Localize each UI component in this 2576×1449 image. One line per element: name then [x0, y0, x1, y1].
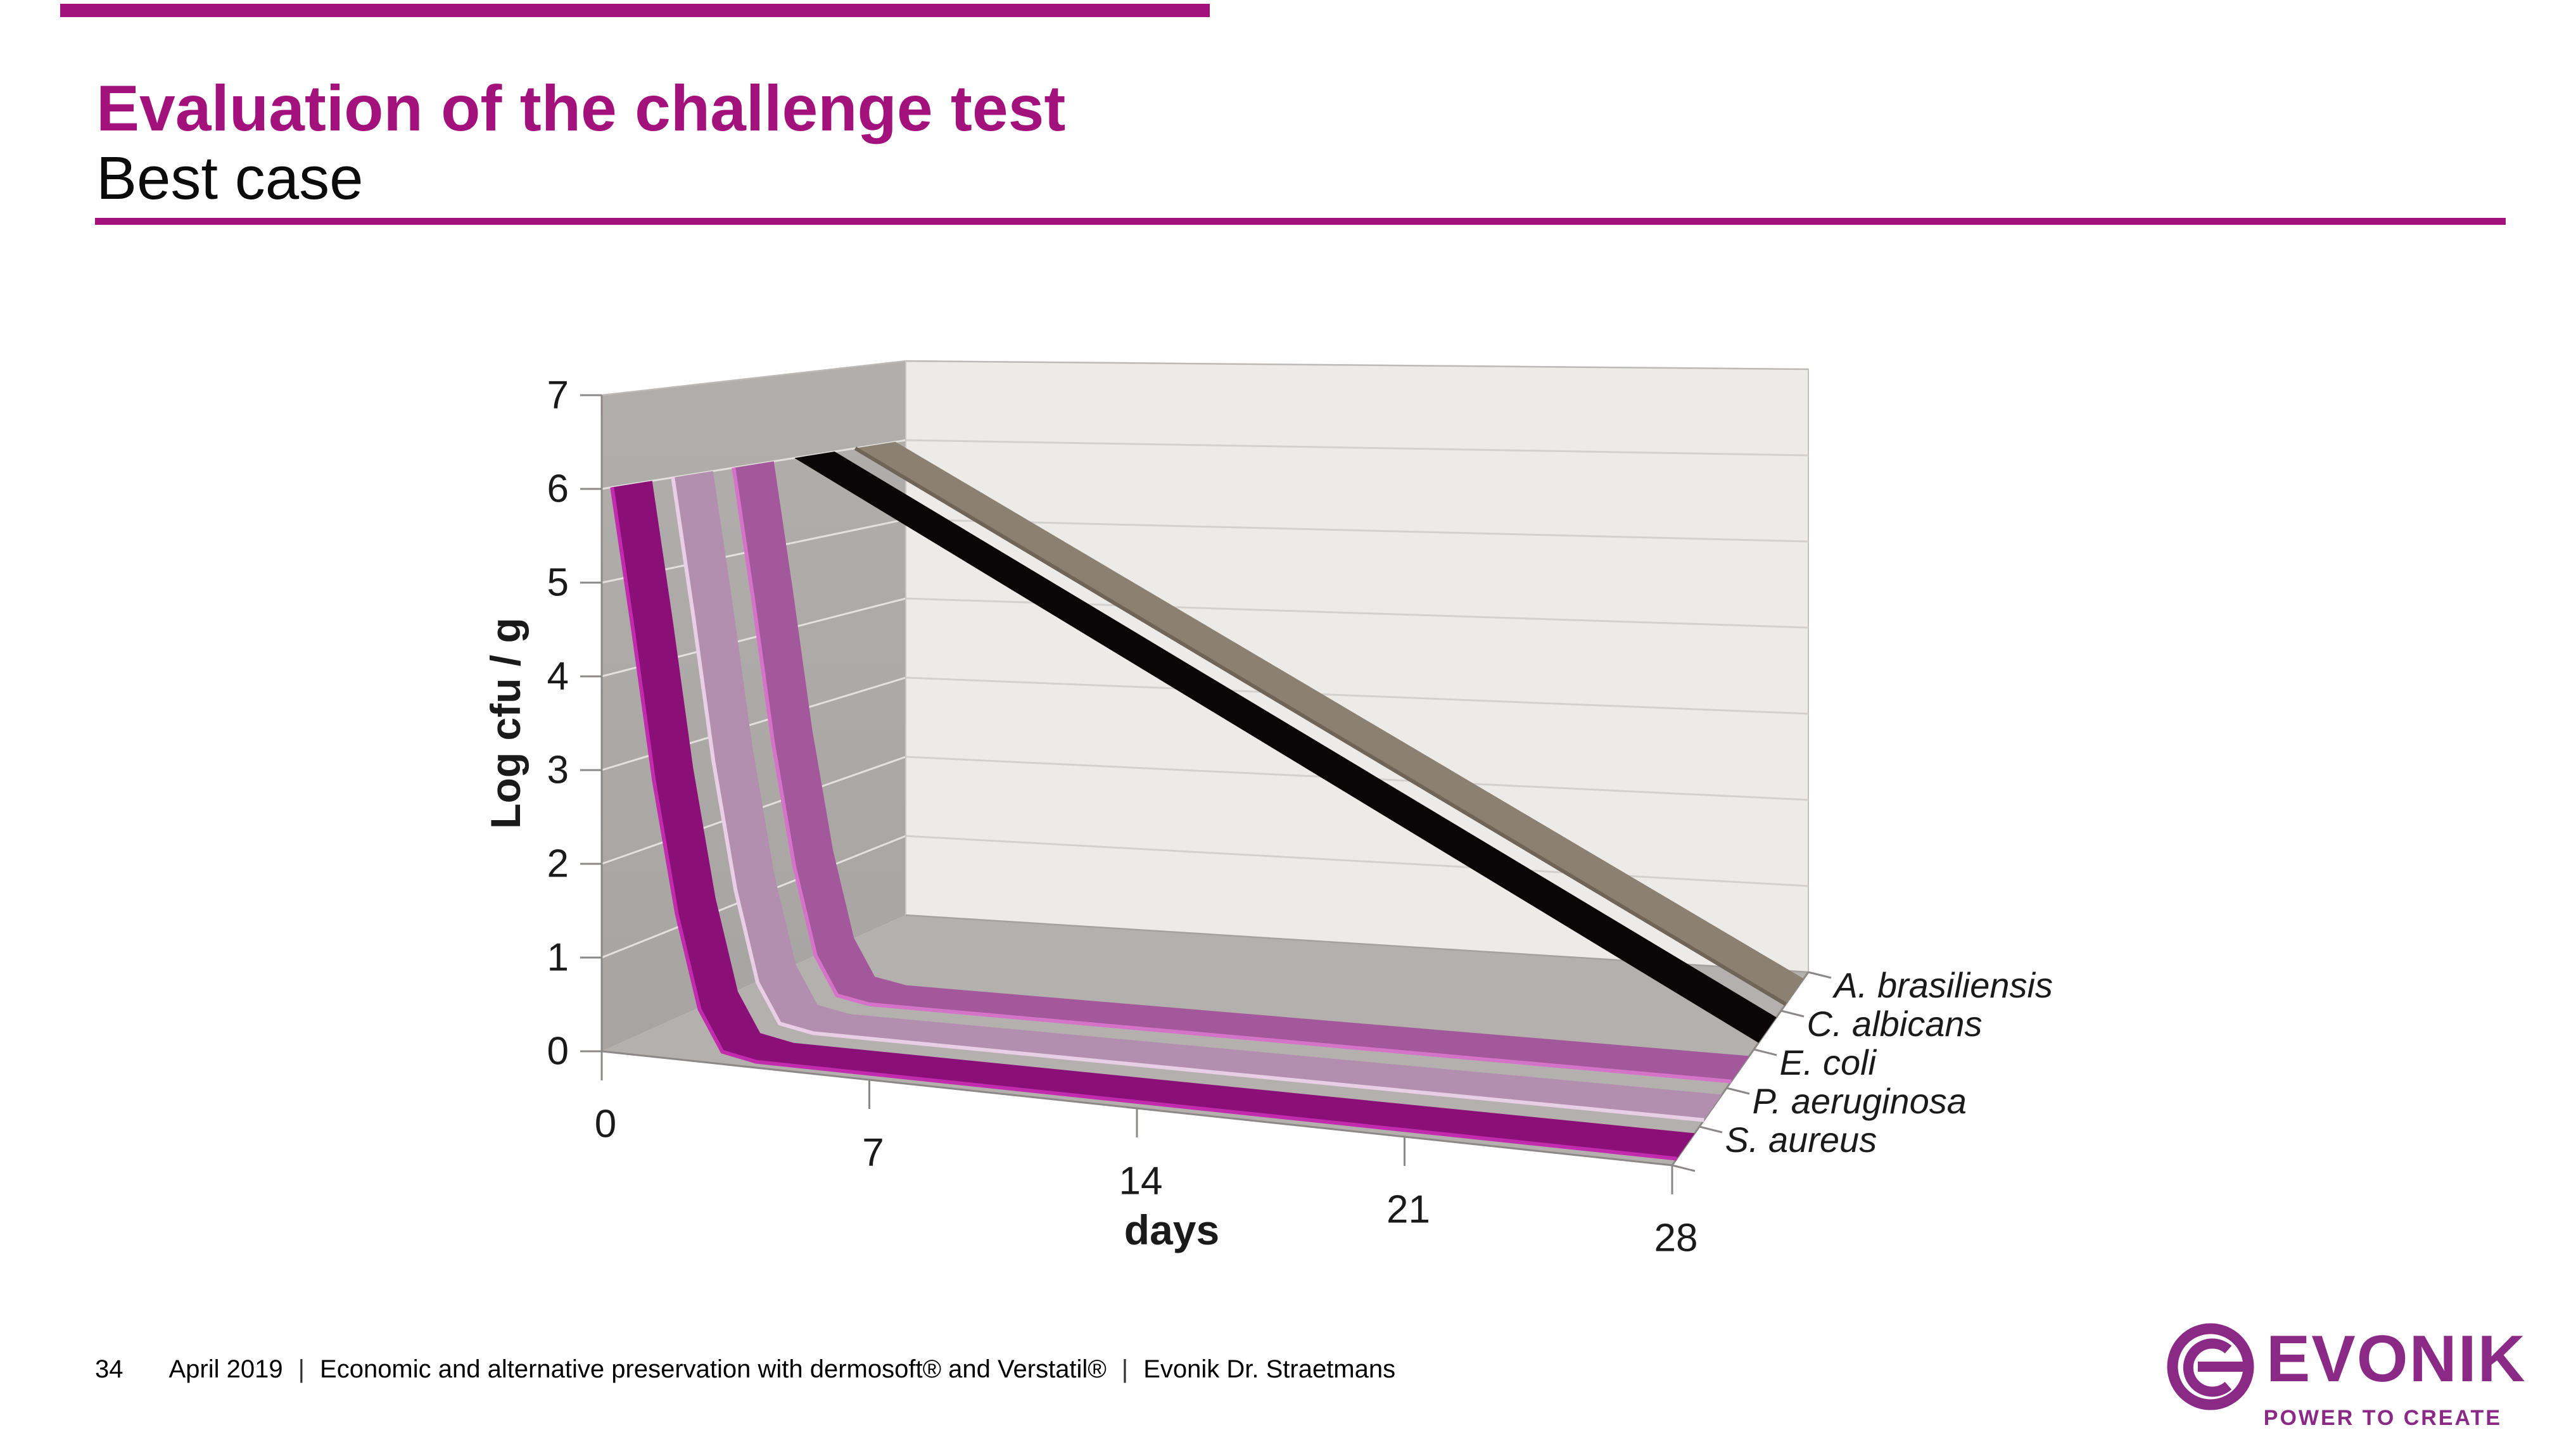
- logo-tagline: POWER TO CREATE: [2263, 1406, 2502, 1430]
- y-tick-label: 6: [547, 467, 569, 511]
- page-subtitle: Best case: [96, 144, 364, 212]
- series-label: S. aureus: [1725, 1120, 1877, 1160]
- y-tick-label: 3: [547, 749, 569, 792]
- footer-description: Economic and alternative preservation wi…: [320, 1355, 1107, 1383]
- footer-date: April 2019: [168, 1355, 283, 1383]
- page-title: Evaluation of the challenge test: [96, 72, 1066, 144]
- chart-walls: [602, 360, 1809, 1165]
- x-tick-label: 28: [1654, 1217, 1698, 1260]
- series-label: C. albicans: [1807, 1004, 1983, 1044]
- y-tick-label: 1: [547, 936, 569, 980]
- x-tick-label: 7: [862, 1131, 884, 1175]
- chart-axes: [580, 394, 1832, 1194]
- y-tick-label: 7: [547, 374, 569, 417]
- footer-author: Evonik Dr. Straetmans: [1143, 1355, 1396, 1383]
- y-tick-label: 4: [547, 655, 569, 699]
- footer-separator: |: [1121, 1355, 1129, 1383]
- evonik-circle-e-icon: [2167, 1323, 2254, 1410]
- y-axis-title: Log cfu / g: [482, 617, 529, 829]
- logo-brand-text: EVONIK: [2266, 1322, 2527, 1396]
- ribbon-a-brasiliensis: [854, 441, 1804, 1006]
- x-tick-label: 21: [1386, 1188, 1430, 1232]
- series-label: E. coli: [1780, 1042, 1877, 1082]
- x-axis-title: days: [1124, 1206, 1219, 1253]
- x-tick-label: 14: [1119, 1160, 1163, 1203]
- x-tick-label: 0: [595, 1103, 616, 1146]
- ribbon-c-albicans: [794, 452, 1777, 1043]
- chart-ribbons: [610, 441, 1804, 1161]
- ribbon-e-coli: [732, 461, 1749, 1084]
- ribbon-p-aeruginosa: [671, 471, 1722, 1122]
- page-number: 34: [95, 1355, 124, 1383]
- series-label: A. brasiliensis: [1832, 965, 2053, 1005]
- y-tick-label: 2: [547, 842, 569, 886]
- title-divider-rule: [95, 218, 2506, 225]
- y-tick-label: 0: [547, 1030, 569, 1073]
- series-label: P. aeruginosa: [1753, 1081, 1967, 1121]
- evonik-logo: EVONIK POWER TO CREATE: [2166, 1316, 2525, 1443]
- slide-footer: 34 April 2019 | Economic and alternative pr…: [95, 1355, 1395, 1384]
- footer-separator: |: [298, 1355, 305, 1383]
- ribbon-s-aureus: [610, 481, 1695, 1161]
- top-accent-bar: [60, 4, 1210, 17]
- y-tick-label: 5: [547, 561, 569, 605]
